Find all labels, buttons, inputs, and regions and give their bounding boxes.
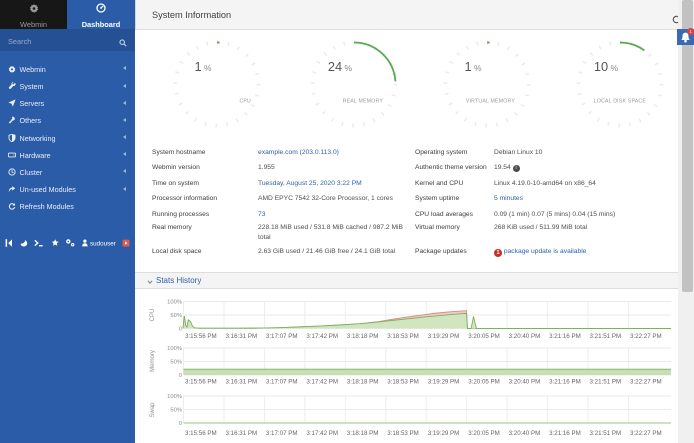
svg-text:0: 0 (179, 373, 182, 379)
svg-text:LOCAL DISK SPACE: LOCAL DISK SPACE (594, 99, 647, 105)
svg-text:3:22:27 PM: 3:22:27 PM (630, 430, 662, 437)
svg-text:3:16:31 PM: 3:16:31 PM (226, 430, 258, 437)
svg-text:50%: 50% (170, 360, 182, 366)
svg-text:3:19:29 PM: 3:19:29 PM (428, 379, 460, 386)
svg-text:3:21:16 PM: 3:21:16 PM (549, 430, 581, 437)
svg-text:10 %: 10 % (594, 59, 619, 74)
svg-text:3:16:31 PM: 3:16:31 PM (226, 379, 258, 386)
svg-text:3:18:18 PM: 3:18:18 PM (347, 333, 379, 340)
svg-text:3:22:27 PM: 3:22:27 PM (630, 379, 662, 386)
svg-text:50%: 50% (170, 407, 182, 413)
svg-text:3:20:40 PM: 3:20:40 PM (509, 430, 541, 437)
svg-text:3:20:40 PM: 3:20:40 PM (509, 333, 541, 340)
svg-text:3:22:27 PM: 3:22:27 PM (630, 333, 662, 340)
svg-text:0: 0 (179, 421, 182, 427)
svg-text:CPU: CPU (239, 99, 251, 105)
svg-text:3:18:53 PM: 3:18:53 PM (387, 333, 419, 340)
svg-text:3:15:56 PM: 3:15:56 PM (185, 333, 217, 340)
svg-text:3:15:56 PM: 3:15:56 PM (185, 379, 217, 386)
svg-text:3:20:40 PM: 3:20:40 PM (509, 379, 541, 386)
svg-text:3:17:42 PM: 3:17:42 PM (306, 379, 338, 386)
svg-text:3:15:56 PM: 3:15:56 PM (185, 430, 217, 437)
svg-text:100%: 100% (167, 300, 182, 306)
svg-text:3:21:51 PM: 3:21:51 PM (590, 333, 622, 340)
svg-text:0: 0 (179, 327, 182, 333)
svg-text:3:21:16 PM: 3:21:16 PM (549, 379, 581, 386)
svg-text:REAL MEMORY: REAL MEMORY (343, 99, 384, 105)
svg-text:3:20:05 PM: 3:20:05 PM (468, 379, 500, 386)
svg-text:3:17:07 PM: 3:17:07 PM (266, 430, 298, 437)
svg-text:sudouser: sudouser (90, 241, 116, 248)
svg-text:3:16:31 PM: 3:16:31 PM (226, 333, 258, 340)
svg-text:50%: 50% (170, 313, 182, 319)
svg-text:3:17:42 PM: 3:17:42 PM (306, 333, 338, 340)
svg-text:24 %: 24 % (328, 59, 353, 74)
svg-text:3:21:51 PM: 3:21:51 PM (590, 430, 622, 437)
svg-text:3:18:18 PM: 3:18:18 PM (347, 379, 379, 386)
svg-text:3:20:05 PM: 3:20:05 PM (468, 430, 500, 437)
svg-text:3:20:05 PM: 3:20:05 PM (468, 333, 500, 340)
svg-text:VIRTUAL MEMORY: VIRTUAL MEMORY (466, 99, 515, 105)
svg-text:1 %: 1 % (464, 59, 481, 74)
svg-text:1 %: 1 % (194, 59, 211, 74)
svg-text:3:18:53 PM: 3:18:53 PM (387, 379, 419, 386)
svg-text:3:17:07 PM: 3:17:07 PM (266, 333, 298, 340)
svg-text:3:21:16 PM: 3:21:16 PM (549, 333, 581, 340)
svg-text:3:18:53 PM: 3:18:53 PM (387, 430, 419, 437)
svg-text:3:17:07 PM: 3:17:07 PM (266, 379, 298, 386)
svg-text:100%: 100% (167, 394, 182, 400)
svg-text:3:19:29 PM: 3:19:29 PM (428, 333, 460, 340)
svg-text:3:19:29 PM: 3:19:29 PM (428, 430, 460, 437)
svg-text:3:18:18 PM: 3:18:18 PM (347, 430, 379, 437)
svg-text:3:17:42 PM: 3:17:42 PM (306, 430, 338, 437)
svg-text:3:21:51 PM: 3:21:51 PM (590, 379, 622, 386)
svg-text:100%: 100% (167, 346, 182, 352)
